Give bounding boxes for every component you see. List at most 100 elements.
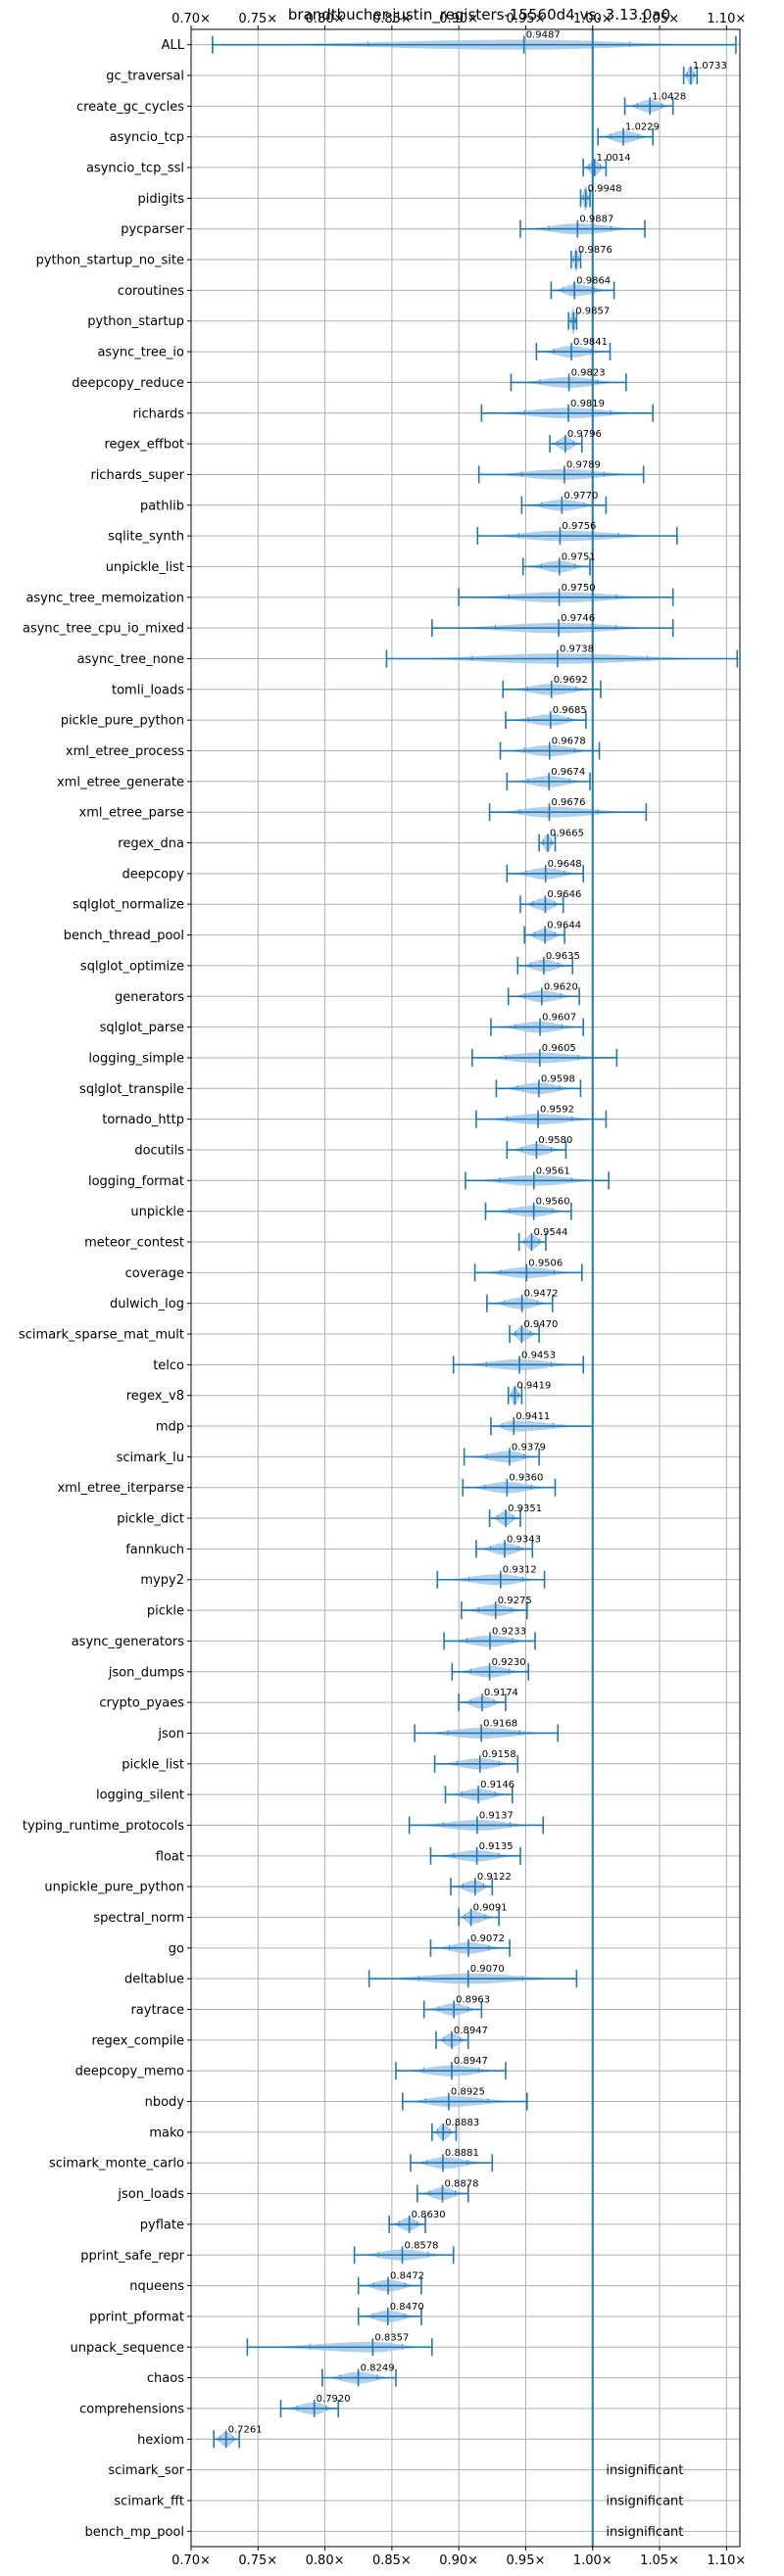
benchmark-label: xml_etree_parse xyxy=(79,806,184,821)
value-label: 0.9137 xyxy=(479,1810,514,1821)
x-axis-ticks: 0.70× 0.70× 0.75× 0.75× 0.80× 0.80× 0.85× 0.85×… xyxy=(172,12,746,2568)
benchmark-label: regex_effbot xyxy=(104,438,184,453)
value-label: 0.9864 xyxy=(576,275,611,286)
value-label: 0.9343 xyxy=(507,1534,541,1545)
benchmark-label: pprint_pformat xyxy=(89,2310,184,2324)
benchmark-label: fannkuch xyxy=(125,1543,184,1557)
benchmark-label: pickle_dict xyxy=(117,1512,184,1527)
benchmark-label: comprehensions xyxy=(79,2402,184,2416)
benchmark-label: float xyxy=(156,1849,184,1864)
tick-label-top: 1.05× xyxy=(640,12,679,26)
benchmark-label: nbody xyxy=(145,2095,185,2110)
tick-label-top: 1.00× xyxy=(573,12,612,26)
value-label: 0.9887 xyxy=(579,215,613,225)
benchmark-label: async_tree_none xyxy=(77,652,184,667)
tick-label-bottom: 0.75× xyxy=(238,2553,277,2568)
value-label: 0.9592 xyxy=(540,1105,574,1116)
benchmark-label: tomli_loads xyxy=(112,683,184,697)
value-label: 0.8947 xyxy=(454,2056,488,2067)
value-label: 0.8578 xyxy=(405,2240,439,2251)
tick-label-bottom: 0.70× xyxy=(172,2553,211,2568)
benchmark-label: async_tree_cpu_io_mixed xyxy=(23,622,184,637)
value-label: 0.7261 xyxy=(228,2424,263,2435)
value-label: 0.9676 xyxy=(552,797,586,808)
value-label: 0.9746 xyxy=(561,613,595,624)
benchmark-labels: ALL gc_traversal create_gc_cycles asyncio_t… xyxy=(19,38,185,2540)
value-label: 0.9648 xyxy=(548,859,582,870)
benchmark-label: bench_thread_pool xyxy=(64,929,184,943)
value-label: 0.9857 xyxy=(575,307,610,317)
benchmark-label: tornado_http xyxy=(102,1113,184,1127)
value-label: 0.9411 xyxy=(515,1411,550,1422)
benchmark-label: xml_etree_generate xyxy=(57,775,184,789)
benchmark-label: ALL xyxy=(162,38,185,53)
tick-label-bottom: 0.90× xyxy=(439,2553,478,2568)
value-label: 0.9560 xyxy=(536,1197,570,1208)
tick-label-bottom: 0.85× xyxy=(372,2553,412,2568)
insignificant-label: insignificant xyxy=(606,2463,683,2478)
value-label: 0.8947 xyxy=(454,2026,488,2036)
benchmark-label: scimark_sor xyxy=(108,2463,184,2478)
tick-label-bottom: 0.95× xyxy=(507,2553,546,2568)
value-label: 0.9789 xyxy=(566,459,601,470)
value-label: 0.9312 xyxy=(503,1565,537,1576)
value-label: 0.9678 xyxy=(552,737,586,747)
benchmark-label: scimark_lu xyxy=(117,1451,184,1465)
tick-label-bottom: 1.00× xyxy=(573,2553,612,2568)
tick-label-top: 0.85× xyxy=(372,12,412,26)
value-label: 0.9823 xyxy=(571,367,606,378)
benchmark-label: async_generators xyxy=(72,1635,185,1649)
value-label: 0.9158 xyxy=(482,1749,516,1760)
value-label: 0.9685 xyxy=(553,705,587,716)
benchmark-label: docutils xyxy=(134,1143,184,1158)
benchmark-label: dulwich_log xyxy=(110,1297,184,1312)
value-label: 0.9561 xyxy=(536,1166,570,1176)
benchmark-label: scimark_monte_carlo xyxy=(49,2157,184,2171)
value-label: 0.9644 xyxy=(547,921,581,931)
value-label: 0.9146 xyxy=(480,1780,514,1790)
benchmark-label: sqlglot_parse xyxy=(100,1021,184,1035)
benchmark-label: coroutines xyxy=(118,284,184,299)
benchmark-label: deepcopy xyxy=(122,867,184,882)
benchmark-label: scimark_fft xyxy=(114,2494,184,2508)
benchmark-label: python_startup xyxy=(87,314,184,329)
benchmark-label: python_startup_no_site xyxy=(36,254,184,268)
plot-frame xyxy=(190,28,741,2548)
value-label: 0.8925 xyxy=(451,2087,485,2098)
benchmark-label: pidigits xyxy=(138,192,185,207)
value-label: 0.9607 xyxy=(542,1013,576,1024)
value-label: 0.9605 xyxy=(542,1043,576,1054)
value-labels: 0.9487 1.0733 1.0428 1.0229 1.0014 0.9948 0.98… xyxy=(228,30,727,2540)
value-label: 0.9646 xyxy=(547,889,581,900)
tick-label-top: 1.10× xyxy=(707,12,746,26)
benchmark-label: json_loads xyxy=(117,2187,184,2202)
value-label: 0.9072 xyxy=(470,1933,505,1944)
benchmark-label: pyflate xyxy=(140,2218,184,2232)
value-label: 0.9122 xyxy=(477,1872,512,1883)
value-label: 0.9360 xyxy=(509,1473,543,1484)
benchmark-label: asyncio_tcp_ssl xyxy=(86,162,184,176)
value-label: 0.9876 xyxy=(578,245,612,256)
value-label: 0.9580 xyxy=(538,1135,572,1146)
value-label: 0.8883 xyxy=(445,2118,479,2128)
benchmark-label: logging_simple xyxy=(88,1051,184,1066)
value-label: 0.9275 xyxy=(498,1596,532,1606)
benchmark-label: unpickle_list xyxy=(106,560,184,575)
benchmark-label: pathlib xyxy=(140,499,184,513)
value-label: 0.9674 xyxy=(551,767,585,778)
value-label: 0.8470 xyxy=(390,2302,424,2313)
benchmark-label: deepcopy_memo xyxy=(75,2065,184,2079)
tick-label-top: 0.70× xyxy=(172,12,211,26)
benchmark-label: sqlglot_normalize xyxy=(73,898,184,913)
chart-title: brandtbucher-justin_registers-15560d4 vs… xyxy=(288,6,670,24)
value-label: 0.9174 xyxy=(484,1688,518,1698)
benchmark-label: unpickle xyxy=(130,1205,184,1219)
benchmark-label: mypy2 xyxy=(140,1573,184,1588)
tick-label-top: 0.75× xyxy=(238,12,277,26)
value-label: 0.9472 xyxy=(524,1289,559,1300)
value-label: 0.9750 xyxy=(562,583,596,594)
benchmark-label: meteor_contest xyxy=(84,1235,184,1250)
tick-label-bottom: 1.05× xyxy=(640,2553,679,2568)
benchmark-label: regex_v8 xyxy=(126,1389,184,1404)
value-label: 0.9841 xyxy=(573,337,608,348)
